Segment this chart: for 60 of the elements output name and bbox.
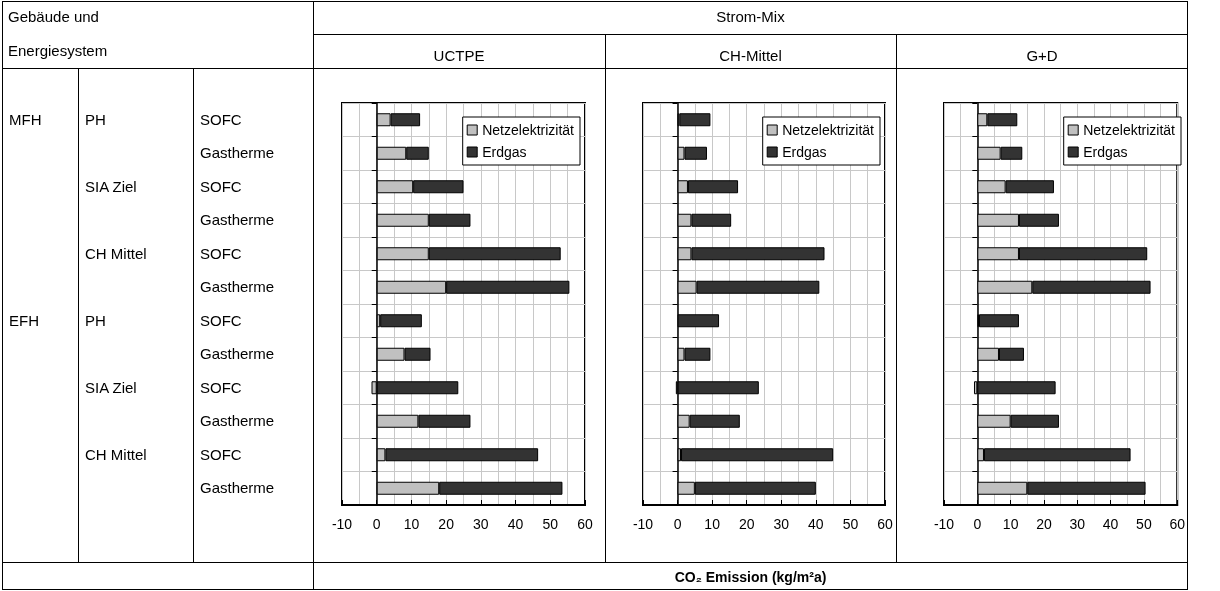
text: SIA Ziel — [85, 177, 137, 195]
x-tick-label: 30 — [773, 516, 790, 532]
text: Gastherme — [200, 211, 275, 229]
text: PH — [85, 110, 106, 128]
bar — [679, 113, 711, 127]
text: Gastherme — [200, 144, 275, 162]
x-tick-label: 30 — [473, 516, 489, 532]
x-axis-title: CO₂ Emission (kg/m²a) — [673, 569, 828, 585]
x-tick-label: 60 — [577, 516, 593, 532]
text: SIA Ziel — [85, 378, 137, 396]
x-tick-label: 0 — [372, 516, 381, 532]
legend-label: Erdgas — [1083, 144, 1128, 160]
text: Gastherme — [200, 479, 275, 497]
x-tick-label: 30 — [1069, 516, 1086, 532]
x-tick-label: 40 — [808, 516, 824, 532]
legend-label: Erdgas — [782, 144, 827, 160]
text: MFH — [9, 110, 42, 128]
x-tick-label: -10 — [933, 516, 955, 532]
text: SOFC — [200, 110, 242, 128]
x-tick-label: 60 — [1169, 516, 1186, 532]
x-tick-label: 20 — [738, 516, 755, 532]
x-tick-label: 10 — [403, 516, 420, 532]
text: SOFC — [200, 244, 242, 262]
text: CH Mittel — [85, 445, 147, 463]
bar — [380, 314, 422, 328]
legend-label: Netzelektrizität — [782, 122, 875, 138]
x-tick-label: 20 — [438, 516, 455, 532]
text: SOFC — [200, 177, 242, 195]
text: PH — [85, 311, 106, 329]
x-tick-label: 10 — [704, 516, 721, 532]
chart-title: G+D — [1026, 47, 1058, 64]
legend-label: Netzelektrizität — [1083, 122, 1176, 138]
text: EFH — [9, 311, 39, 329]
x-tick-label: 50 — [1136, 516, 1152, 532]
x-tick-label: 10 — [1002, 516, 1019, 532]
text: Gastherme — [200, 278, 275, 296]
text: SOFC — [200, 445, 242, 463]
text: Strom-Mix — [715, 8, 786, 25]
text: SOFC — [200, 378, 242, 396]
x-tick-label: 50 — [542, 516, 559, 532]
x-tick-label: -10 — [331, 516, 353, 532]
x-tick-label: 0 — [673, 516, 682, 532]
text: Gebäude und Energiesystem — [8, 7, 109, 61]
x-tick-label: -10 — [632, 516, 654, 532]
x-tick-label: 50 — [842, 516, 859, 532]
x-tick-label: 40 — [507, 516, 524, 532]
bar — [681, 448, 834, 462]
bar — [978, 314, 1019, 328]
x-tick-label: 0 — [973, 516, 982, 532]
x-tick-label: 20 — [1036, 516, 1052, 532]
x-tick-label: 60 — [877, 516, 893, 532]
chart-title: UCTPE — [433, 47, 485, 64]
chart-title: CH-Mittel — [719, 47, 782, 64]
text: CH Mittel — [85, 244, 147, 262]
text: Gastherme — [200, 345, 275, 363]
legend-label: Erdgas — [482, 144, 527, 160]
text: SOFC — [200, 311, 242, 329]
text: Gastherme — [200, 412, 275, 430]
legend-label: Netzelektrizität — [482, 122, 575, 138]
x-tick-label: 40 — [1102, 516, 1119, 532]
